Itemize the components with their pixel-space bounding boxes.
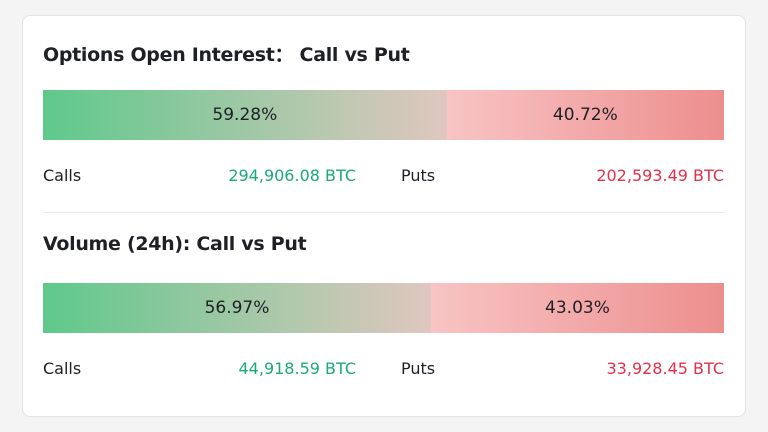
split-bar: 59.28% 40.72% [43,90,724,140]
amount-label: 294,906.08 BTC [228,166,356,185]
section-title: Options Open Interest： Call vs Put [43,44,410,66]
section: Options Open Interest： Call vs Put 59.28%… [43,16,724,196]
amount-label: 33,928.45 BTC [606,359,725,378]
percent-label: 59.28% [212,105,278,125]
legend-name: Calls [43,359,82,378]
legend-name: Puts [401,359,436,378]
amount-label: 44,918.59 BTC [238,359,357,378]
bar-segment [430,283,724,333]
split-bar: 56.97% 43.03% [43,283,724,333]
section: Volume (24h): Call vs Put 56.97% 43.03% Cal… [43,209,724,389]
percent-label: 40.72% [552,105,618,125]
section-title: Volume (24h): Call vs Put [43,233,307,255]
legend-name: Puts [401,166,436,185]
legend-name: Calls [43,166,82,185]
bar-segment [43,283,431,333]
percent-label: 43.03% [545,298,610,318]
bar-segment [43,90,447,140]
percent-label: 56.97% [204,298,270,318]
divider [43,212,724,213]
amount-label: 202,593.49 BTC [596,166,724,185]
card: Options Open Interest： Call vs Put 59.28%… [22,15,746,417]
bar-segment [446,90,724,140]
